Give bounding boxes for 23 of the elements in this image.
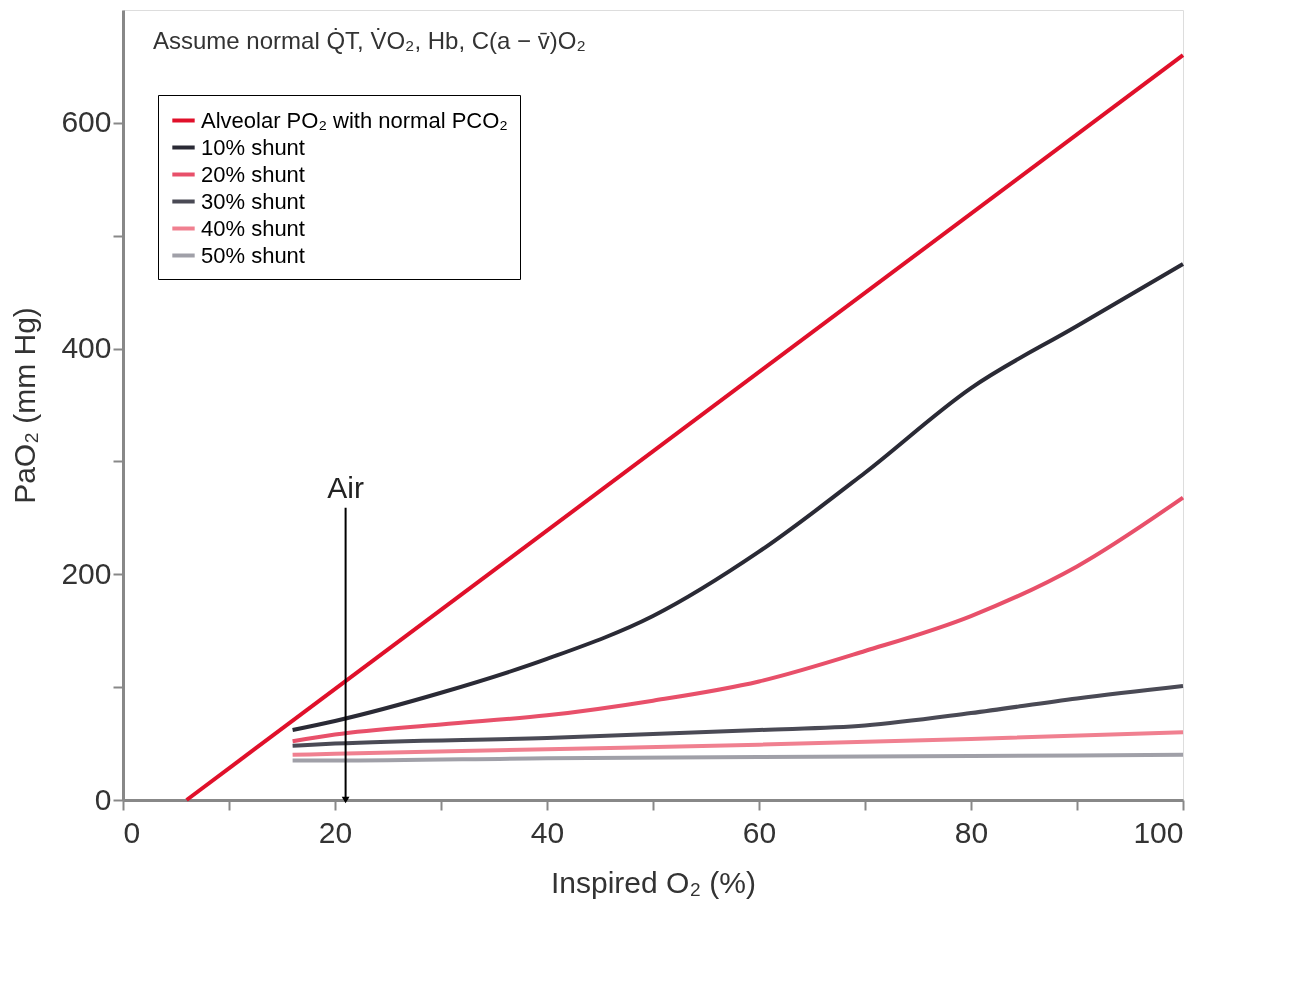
x-tick-label: 20 bbox=[318, 815, 353, 849]
line-series bbox=[290, 261, 1185, 733]
line-series bbox=[290, 684, 1185, 748]
x-tick-label: 40 bbox=[530, 815, 565, 849]
y-tick-label: 600 bbox=[61, 105, 112, 139]
legend-label: 30% shunt bbox=[201, 188, 305, 214]
y-tick-label: 400 bbox=[61, 331, 112, 365]
legend-label: 40% shunt bbox=[201, 215, 305, 241]
y-tick-label: 0 bbox=[94, 782, 112, 816]
line-series bbox=[290, 730, 1185, 757]
x-tick-label: 80 bbox=[954, 815, 989, 849]
x-axis-title: Inspired O₂ (%) bbox=[550, 865, 757, 899]
legend-label: 50% shunt bbox=[201, 242, 305, 268]
legend-label: 10% shunt bbox=[201, 134, 305, 160]
x-tick-label: 0 bbox=[123, 815, 141, 849]
x-tick-label: 100 bbox=[1133, 815, 1184, 849]
y-tick-label: 200 bbox=[61, 556, 112, 590]
y-axis-title: PaO₂ (mm Hg) bbox=[8, 307, 42, 504]
legend-label: 20% shunt bbox=[201, 161, 305, 187]
annotation: Assume normal Q̇T, V̇O₂, Hb, C(a − v̄)O₂ bbox=[153, 27, 586, 54]
legend-label: Alveolar PO₂ with normal PCO₂ bbox=[201, 107, 508, 133]
annotation: Air bbox=[327, 470, 364, 504]
x-tick-label: 60 bbox=[742, 815, 777, 849]
